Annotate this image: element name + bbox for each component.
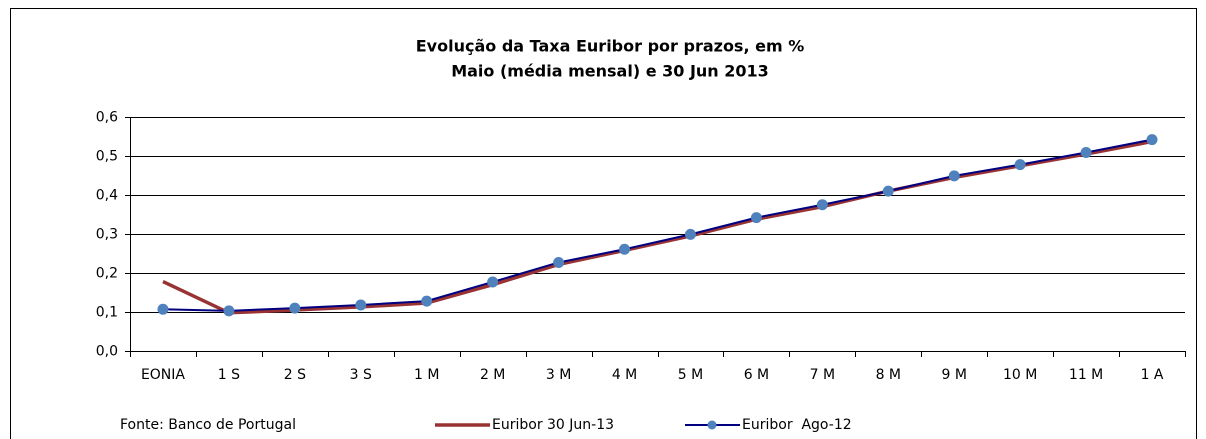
- x-tick-label: 2 M: [480, 367, 505, 383]
- y-tick-label: 0,2: [96, 266, 118, 282]
- x-tick-label: 5 M: [678, 367, 703, 383]
- x-tick-label: 6 M: [744, 367, 769, 383]
- marker: [223, 305, 235, 317]
- marker: [1080, 146, 1092, 158]
- x-tick-label: 4 M: [612, 367, 637, 383]
- x-tick-label: 8 M: [876, 367, 901, 383]
- y-tick-label: 0,3: [96, 227, 118, 243]
- y-tick-label: 0,1: [96, 305, 118, 321]
- y-tick-label: 0,4: [96, 188, 118, 204]
- legend-label: Euribor Ago-12: [742, 417, 852, 433]
- marker: [553, 256, 565, 268]
- x-tick-label: EONIA: [141, 367, 185, 383]
- series-line: [162, 138, 1153, 312]
- y-tick-label: 0,6: [96, 110, 118, 126]
- x-tick-label: 1 M: [414, 367, 439, 383]
- legend-label: Euribor 30 Jun-13: [492, 417, 614, 433]
- marker: [948, 170, 960, 182]
- x-tick-label: 2 S: [284, 367, 306, 383]
- x-tick-label: 1 A: [1141, 367, 1164, 383]
- x-tick-label: 3 M: [546, 367, 571, 383]
- frame: [10, 8, 1197, 439]
- series-line: [162, 139, 1153, 315]
- y-tick-label: 0,5: [96, 149, 118, 165]
- marker: [619, 243, 631, 255]
- marker: [882, 185, 894, 197]
- marker: [421, 295, 433, 307]
- source: Fonte: Banco de Portugal: [120, 417, 296, 433]
- marker: [289, 302, 301, 314]
- chart-title: Evolução da Taxa Euribor por prazos, em …: [416, 37, 804, 56]
- marker: [355, 299, 367, 311]
- marker: [1146, 134, 1158, 146]
- y-tick-label: 0,0: [96, 344, 118, 360]
- marker: [1014, 159, 1026, 171]
- marker: [157, 303, 169, 315]
- x-tick-label: 7 M: [810, 367, 835, 383]
- legend-marker: [707, 420, 717, 430]
- x-tick-label: 9 M: [942, 367, 967, 383]
- chart-subtitle: Maio (média mensal) e 30 Jun 2013: [451, 62, 769, 81]
- marker: [816, 199, 828, 211]
- x-tick-label: 11 M: [1069, 367, 1103, 383]
- x-tick-label: 1 S: [218, 367, 240, 383]
- marker: [750, 212, 762, 224]
- marker: [487, 276, 499, 288]
- x-tick-label: 3 S: [350, 367, 372, 383]
- marker: [684, 228, 696, 240]
- x-tick-label: 10 M: [1003, 367, 1037, 383]
